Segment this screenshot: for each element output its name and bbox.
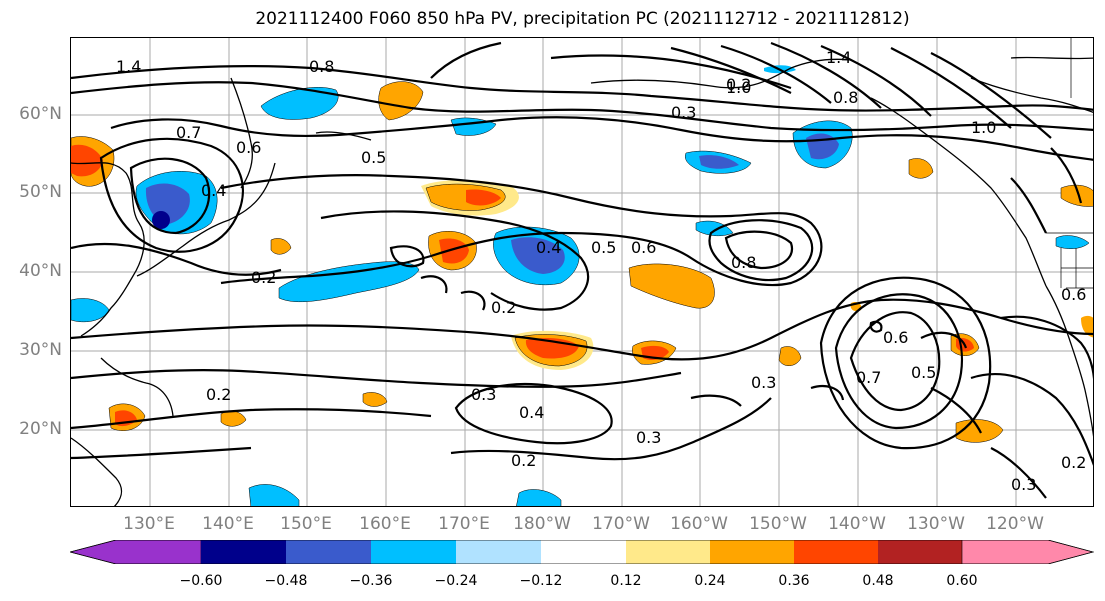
contour-label: 0.8: [731, 253, 756, 272]
colorbar-tick-label: −0.48: [264, 573, 308, 589]
map-panel: 1.4 0.8 0.7 0.6 0.5 0.4 0.3 0.2 1.0 0.4 …: [70, 37, 1094, 507]
lon-label-150w: 150°W: [749, 514, 807, 534]
lat-label-60n: 60°N: [19, 104, 62, 124]
lat-label-50n: 50°N: [19, 182, 62, 202]
colorbar-tick-label: −0.36: [349, 573, 393, 589]
contour-label: 1.0: [726, 78, 751, 97]
colorbar-tick-label: 0.24: [694, 573, 726, 589]
lat-label-30n: 30°N: [19, 340, 62, 360]
lat-label-40n: 40°N: [19, 261, 62, 281]
colorbar-segment: [201, 540, 286, 564]
contour-label: 0.7: [856, 368, 881, 387]
contour-label: 1.4: [826, 48, 851, 67]
precipitation-shading: [71, 65, 1093, 506]
contour-label: 0.6: [1061, 285, 1086, 304]
contour-label: 0.5: [911, 363, 936, 382]
colorbar-segment: [626, 540, 710, 564]
lon-label-180w: 180°W: [513, 514, 571, 534]
colorbar-tick-label: 0.60: [946, 573, 978, 589]
contour-label: 0.4: [519, 403, 544, 422]
map-canvas: 1.4 0.8 0.7 0.6 0.5 0.4 0.3 0.2 1.0 0.4 …: [71, 38, 1093, 506]
contour-label: 0.2: [1061, 453, 1086, 472]
colorbar-extend-low: [70, 540, 202, 564]
contour-label: 0.2: [251, 268, 276, 287]
pv-contours: [71, 41, 1093, 499]
contour-label: 0.2: [726, 75, 751, 94]
contour-labels: 1.4 0.8 0.7 0.6 0.5 0.4 0.3 0.2 1.0 0.4 …: [116, 48, 1086, 494]
contour-label: 0.4: [201, 181, 226, 200]
colorbar-segment: [541, 540, 626, 564]
contour-label: 0.6: [883, 328, 908, 347]
contour-label: 0.5: [361, 148, 386, 167]
contour-label: 0.8: [309, 57, 334, 76]
lon-label-140e: 140°E: [202, 514, 254, 534]
contour-label: 0.3: [471, 385, 496, 404]
lon-label-160e: 160°E: [359, 514, 411, 534]
colorbar-tick-label: 0.36: [778, 573, 810, 589]
colorbar-segment: [878, 540, 962, 564]
lon-label-130w: 130°W: [907, 514, 965, 534]
map-title: 2021112400 F060 850 hPa PV, precipitatio…: [255, 9, 910, 29]
lon-label-170w: 170°W: [592, 514, 650, 534]
contour-label: 1.4: [116, 57, 141, 76]
contour-label: 0.2: [491, 298, 516, 317]
colorbar: [70, 540, 1094, 564]
contour-label: 0.3: [671, 103, 696, 122]
contour-label: 0.2: [206, 385, 231, 404]
contour-label: 0.3: [751, 373, 776, 392]
colorbar-segment: [286, 540, 371, 564]
contour-label: 0.5: [591, 238, 616, 257]
contour-label: 0.4: [536, 238, 561, 257]
colorbar-extend-high: [961, 540, 1094, 564]
colorbar-tick-label: −0.12: [519, 573, 563, 589]
contour-label: 0.6: [236, 138, 261, 157]
colorbar-tick-label: −0.24: [434, 573, 478, 589]
contour-label: 1.0: [971, 118, 996, 137]
lon-label-170e: 170°E: [438, 514, 490, 534]
contour-label: 0.3: [636, 428, 661, 447]
colorbar-tick-label: 0.48: [862, 573, 894, 589]
colorbar-segment: [456, 540, 541, 564]
colorbar-tick-label: 0.12: [610, 573, 642, 589]
colorbar-segment: [371, 540, 456, 564]
contour-label: 0.2: [511, 451, 536, 470]
colorbar-tick-label: −0.60: [179, 573, 223, 589]
political-borders: [1046, 38, 1093, 289]
colorbar-segment: [710, 540, 794, 564]
lon-label-150e: 150°E: [280, 514, 332, 534]
contour-label: 0.3: [1011, 475, 1036, 494]
lon-label-120w: 120°W: [986, 514, 1044, 534]
lon-label-140w: 140°W: [828, 514, 886, 534]
contour-label: 0.8: [833, 88, 858, 107]
colorbar-segment: [794, 540, 878, 564]
contour-label: 0.6: [631, 238, 656, 257]
contour-label: 0.7: [176, 123, 201, 142]
lat-label-20n: 20°N: [19, 419, 62, 439]
lon-label-130e: 130°E: [123, 514, 175, 534]
lon-label-160w: 160°W: [670, 514, 728, 534]
